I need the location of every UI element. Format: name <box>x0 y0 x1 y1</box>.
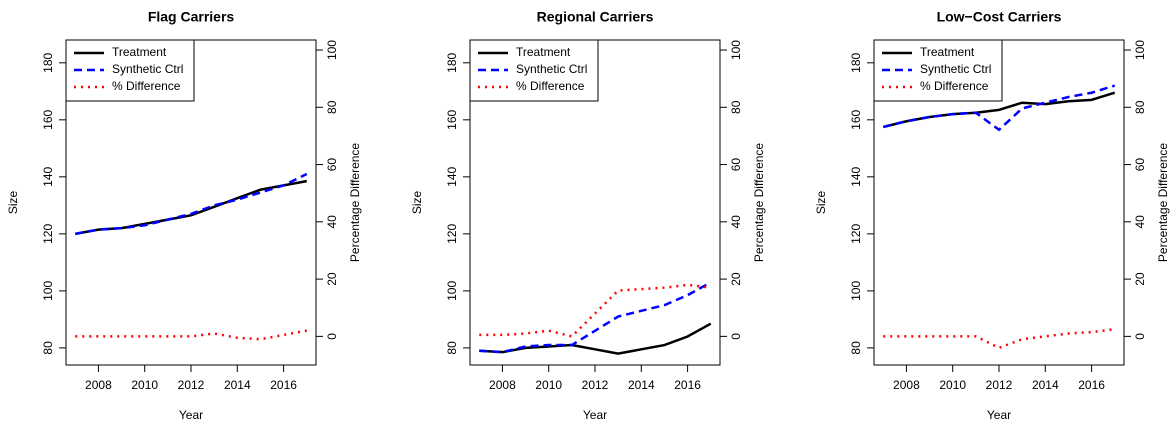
y2-tick-label: 80 <box>1133 100 1147 114</box>
y2-tick-label: 20 <box>729 272 743 286</box>
y2-tick-label: 80 <box>325 100 339 114</box>
y2-tick-label: 20 <box>325 272 339 286</box>
x-tick-label: 2010 <box>535 378 562 392</box>
x-tick-label: 2008 <box>893 378 920 392</box>
y-tick-label: 120 <box>849 224 863 244</box>
x-tick-label: 2008 <box>85 378 112 392</box>
y2-tick-label: 60 <box>1133 158 1147 172</box>
legend-label: Synthetic Ctrl <box>516 62 587 76</box>
y-tick-label: 140 <box>41 167 55 187</box>
series-line <box>883 327 1115 350</box>
y2-tick-label: 40 <box>1133 215 1147 229</box>
legend-label: % Difference <box>516 79 585 93</box>
legend-label: Treatment <box>920 45 975 59</box>
y2-tick-label: 60 <box>325 158 339 172</box>
x-tick-label: 2008 <box>489 378 516 392</box>
y-tick-label: 80 <box>41 341 55 355</box>
y2-tick-label: 100 <box>325 40 339 60</box>
y-tick-label: 120 <box>41 224 55 244</box>
y-tick-label: 180 <box>41 52 55 72</box>
x-tick-label: 2012 <box>582 378 609 392</box>
y2-tick-label: 0 <box>325 333 339 340</box>
y-tick-label: 80 <box>445 341 459 355</box>
y2-tick-label: 80 <box>729 100 743 114</box>
y-tick-label: 100 <box>445 281 459 301</box>
y-axis-label: Size <box>410 191 424 215</box>
x-axis-label: Year <box>583 408 607 422</box>
y2-tick-label: 20 <box>1133 272 1147 286</box>
y2-tick-label: 40 <box>325 215 339 229</box>
chart-title: Flag Carriers <box>148 9 235 25</box>
y2-tick-label: 100 <box>729 40 743 60</box>
series-line <box>479 283 711 338</box>
y-tick-label: 120 <box>445 224 459 244</box>
legend-label: % Difference <box>112 79 181 93</box>
legend-label: Synthetic Ctrl <box>112 62 183 76</box>
legend-label: % Difference <box>920 79 989 93</box>
legend-label: Treatment <box>516 45 571 59</box>
chart-title: Low−Cost Carriers <box>937 9 1062 25</box>
y2-tick-label: 100 <box>1133 40 1147 60</box>
y2-tick-label: 40 <box>729 215 743 229</box>
y2-axis-label: Percentage Difference <box>348 143 362 263</box>
y-tick-label: 100 <box>849 281 863 301</box>
y-tick-label: 100 <box>41 281 55 301</box>
y2-axis-label: Percentage Difference <box>1156 143 1170 263</box>
y-axis-label: Size <box>814 191 828 215</box>
y-tick-label: 180 <box>445 52 459 72</box>
y-tick-label: 80 <box>849 341 863 355</box>
series-line <box>882 84 1116 132</box>
y2-tick-label: 0 <box>1133 333 1147 340</box>
x-tick-label: 2016 <box>1078 378 1105 392</box>
x-tick-label: 2010 <box>131 378 158 392</box>
x-tick-label: 2014 <box>628 378 655 392</box>
series-line <box>75 172 308 236</box>
y2-axis-label: Percentage Difference <box>752 143 766 263</box>
x-axis-label: Year <box>179 408 203 422</box>
x-tick-label: 2010 <box>939 378 966 392</box>
y-tick-label: 160 <box>849 109 863 129</box>
x-tick-label: 2014 <box>224 378 251 392</box>
legend-label: Treatment <box>112 45 167 59</box>
x-axis-label: Year <box>987 408 1011 422</box>
x-tick-label: 2012 <box>986 378 1013 392</box>
y-axis-label: Size <box>6 191 20 215</box>
series-line <box>479 281 712 354</box>
series-line <box>75 329 307 341</box>
y-tick-label: 140 <box>849 167 863 187</box>
y-tick-label: 160 <box>41 109 55 129</box>
legend-label: Synthetic Ctrl <box>920 62 991 76</box>
y-tick-label: 140 <box>445 167 459 187</box>
chart-title: Regional Carriers <box>537 9 654 25</box>
y-tick-label: 160 <box>445 109 459 129</box>
y2-tick-label: 60 <box>729 158 743 172</box>
x-tick-label: 2014 <box>1032 378 1059 392</box>
x-tick-label: 2016 <box>674 378 701 392</box>
x-tick-label: 2016 <box>270 378 297 392</box>
x-tick-label: 2012 <box>178 378 205 392</box>
y-tick-label: 180 <box>849 52 863 72</box>
y2-tick-label: 0 <box>729 333 743 340</box>
series-line <box>479 322 712 355</box>
